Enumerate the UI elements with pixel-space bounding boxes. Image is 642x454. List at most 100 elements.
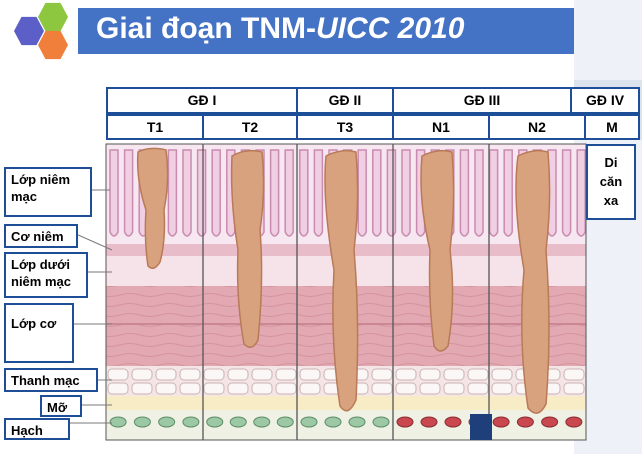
column-header-n1: N1 [392,114,490,140]
serosa-cell [395,382,417,395]
crypt [503,149,513,237]
crypt [459,149,470,237]
lymph-node-metastatic [492,416,510,428]
page-title: Giai đoạn TNM-UICC 2010 [96,12,464,46]
crypt [109,149,119,237]
lymph-node [133,416,151,428]
label-mucosa: Lớp niêm mạc [4,167,92,217]
serosa-cell [491,382,513,395]
serosa-cell [467,382,489,395]
crypt [269,149,280,237]
serosa-cell [299,382,321,395]
serosa-cell [227,368,249,381]
column-header-n2: N2 [488,114,586,140]
lymph-node-metastatic [516,416,534,428]
crypt [561,149,572,237]
serosa-cell [299,368,321,381]
serosa-cell [395,368,417,381]
serosa-cell [203,382,225,395]
serosa-cell [155,382,177,395]
crypt [313,149,324,237]
stage-header-4: GĐ IV [570,87,640,114]
serosa-cell [155,368,177,381]
serosa-cell [443,382,465,395]
title-prefix: Giai đoạn TNM- [96,12,316,45]
tumor-t2 [230,149,265,348]
serosa-cell [107,382,129,395]
crypt [386,149,397,237]
lymph-node [324,416,342,428]
column-header-t3: T3 [296,114,394,140]
serosa-cell [179,382,201,395]
column-header-t1: T1 [106,114,204,140]
crypt [488,149,499,237]
tumor-n1 [420,149,455,352]
label-muscularis-mucosae: Cơ niêm [4,224,78,248]
lymph-node [158,416,176,428]
serosa-cell [251,368,273,381]
crypt [284,149,294,237]
serosa-cell [227,382,249,395]
label-muscularis-propria: Lớp cơ [4,303,74,363]
crypt [474,149,484,237]
label-serosa: Thanh mạc [4,368,98,392]
lymph-node [276,416,294,428]
tumor-t3 [324,149,359,412]
label-lymph: Hạch [4,418,70,440]
crypt [576,149,586,237]
tumor-n2 [515,149,551,414]
crypt [401,149,411,237]
serosa-cell [251,382,273,395]
crypt [211,149,221,237]
serosa-cell [563,368,585,381]
hex-green-icon [38,2,68,32]
label-submucosa: Lớp dưới niêm mạc [4,252,88,298]
crypt [299,149,309,237]
stage-header-3: GĐ III [392,87,572,114]
serosa-cell [371,382,393,395]
serosa-cell [179,368,201,381]
serosa-cell [275,368,297,381]
column-header-t2: T2 [202,114,298,140]
lymph-node [372,416,390,428]
serosa-cell [491,368,513,381]
metastasis-box: Di căn xa [586,144,636,220]
serosa-cell [563,382,585,395]
crypt [182,149,192,237]
serosa-cell [419,368,441,381]
crypt [167,149,178,237]
crypt [196,149,207,237]
serosa-cell [419,382,441,395]
serosa-cell [131,382,153,395]
serosa-cell [371,368,393,381]
serosa-cell [203,368,225,381]
lymph-node-metastatic [444,416,462,428]
lymph-node-metastatic [420,416,438,428]
lymph-node [229,416,247,428]
lymph-node [206,416,224,428]
crypt [357,149,367,237]
column-header-m: M [584,114,640,140]
lymph-node [109,416,127,428]
crypt [372,149,382,237]
lymph-node [300,416,318,428]
lymph-node [253,416,271,428]
crypt [123,149,134,237]
lymph-node-metastatic [541,416,559,428]
slide-nav-square[interactable] [470,414,492,440]
serosa-cell [131,368,153,381]
serosa-cell [275,382,297,395]
lymph-node-metastatic [565,416,583,428]
lymph-nodes [109,416,583,428]
lymph-node [182,416,200,428]
title-italic: UICC 2010 [316,12,465,45]
serosa-cell [443,368,465,381]
title-bar [78,8,574,54]
serosa-cell [467,368,489,381]
stage-header-1: GĐ I [106,87,298,114]
lymph-node [348,416,366,428]
tumor-t1 [136,147,169,269]
serosa-cell [107,368,129,381]
logo-hexagons [8,2,78,62]
